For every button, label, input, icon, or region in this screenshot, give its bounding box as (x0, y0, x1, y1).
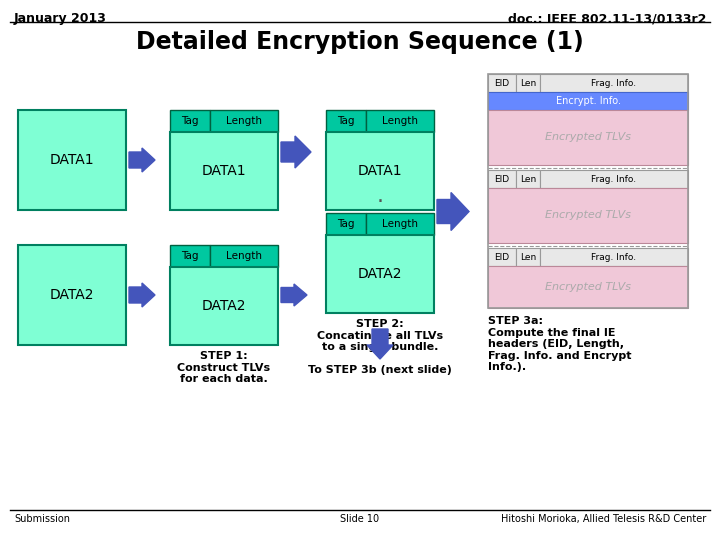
FancyArrow shape (281, 284, 307, 306)
FancyBboxPatch shape (540, 248, 688, 266)
Text: Tag: Tag (337, 219, 355, 229)
FancyBboxPatch shape (18, 245, 126, 345)
Text: Len: Len (520, 174, 536, 184)
Text: Len: Len (520, 253, 536, 261)
Text: Len: Len (520, 78, 536, 87)
FancyBboxPatch shape (170, 132, 278, 210)
Text: Length: Length (382, 116, 418, 126)
FancyBboxPatch shape (326, 213, 366, 235)
Text: Length: Length (382, 219, 418, 229)
FancyBboxPatch shape (366, 213, 434, 235)
Text: Frag. Info.: Frag. Info. (591, 253, 636, 261)
Text: ·: · (377, 192, 384, 212)
Text: Tag: Tag (337, 116, 355, 126)
Text: Frag. Info.: Frag. Info. (591, 174, 636, 184)
FancyBboxPatch shape (170, 110, 210, 132)
Text: Encrypted TLVs: Encrypted TLVs (545, 211, 631, 220)
FancyBboxPatch shape (488, 110, 688, 165)
FancyBboxPatch shape (326, 132, 434, 210)
Text: Frag. Info.: Frag. Info. (591, 78, 636, 87)
Text: doc.: IEEE 802.11-13/0133r2: doc.: IEEE 802.11-13/0133r2 (508, 12, 706, 25)
FancyBboxPatch shape (326, 110, 366, 132)
Text: DATA1: DATA1 (50, 153, 94, 167)
FancyBboxPatch shape (540, 74, 688, 92)
Text: Detailed Encryption Sequence (1): Detailed Encryption Sequence (1) (136, 30, 584, 54)
FancyBboxPatch shape (170, 245, 210, 267)
Text: EID: EID (495, 253, 510, 261)
FancyBboxPatch shape (516, 170, 540, 188)
Text: DATA1: DATA1 (202, 164, 246, 178)
Text: Encrypt. Info.: Encrypt. Info. (556, 96, 621, 106)
FancyBboxPatch shape (488, 266, 688, 308)
FancyBboxPatch shape (516, 248, 540, 266)
Text: Submission: Submission (14, 514, 70, 524)
FancyArrow shape (281, 136, 311, 168)
Text: EID: EID (495, 78, 510, 87)
FancyBboxPatch shape (488, 92, 688, 110)
Text: To STEP 3b (next slide): To STEP 3b (next slide) (308, 365, 452, 375)
FancyBboxPatch shape (210, 245, 278, 267)
Text: January 2013: January 2013 (14, 12, 107, 25)
Text: STEP 1:
Construct TLVs
for each data.: STEP 1: Construct TLVs for each data. (177, 351, 271, 384)
FancyBboxPatch shape (540, 170, 688, 188)
Text: Encrypted TLVs: Encrypted TLVs (545, 132, 631, 143)
Text: DATA2: DATA2 (50, 288, 94, 302)
FancyBboxPatch shape (488, 248, 516, 266)
Text: Length: Length (226, 116, 262, 126)
FancyBboxPatch shape (18, 110, 126, 210)
Text: DATA2: DATA2 (202, 299, 246, 313)
Text: STEP 2:
Concatinate all TLVs
to a single bundle.: STEP 2: Concatinate all TLVs to a single… (317, 319, 443, 352)
Text: Length: Length (226, 251, 262, 261)
Text: DATA1: DATA1 (358, 164, 402, 178)
FancyBboxPatch shape (488, 74, 516, 92)
Text: Slide 10: Slide 10 (341, 514, 379, 524)
Text: Tag: Tag (181, 116, 199, 126)
FancyBboxPatch shape (488, 170, 516, 188)
Text: Hitoshi Morioka, Allied Telesis R&D Center: Hitoshi Morioka, Allied Telesis R&D Cent… (500, 514, 706, 524)
FancyBboxPatch shape (516, 74, 540, 92)
FancyArrow shape (437, 192, 469, 231)
Text: EID: EID (495, 174, 510, 184)
FancyBboxPatch shape (366, 110, 434, 132)
Text: DATA2: DATA2 (358, 267, 402, 281)
FancyBboxPatch shape (170, 267, 278, 345)
FancyBboxPatch shape (210, 110, 278, 132)
FancyBboxPatch shape (488, 188, 688, 243)
Text: Encrypted TLVs: Encrypted TLVs (545, 282, 631, 292)
FancyArrow shape (367, 329, 393, 359)
Text: STEP 3a:
Compute the final IE
headers (EID, Length,
Frag. Info. and Encrypt
Info: STEP 3a: Compute the final IE headers (E… (488, 316, 631, 373)
FancyBboxPatch shape (326, 235, 434, 313)
FancyArrow shape (129, 283, 155, 307)
Text: Tag: Tag (181, 251, 199, 261)
FancyArrow shape (129, 148, 155, 172)
